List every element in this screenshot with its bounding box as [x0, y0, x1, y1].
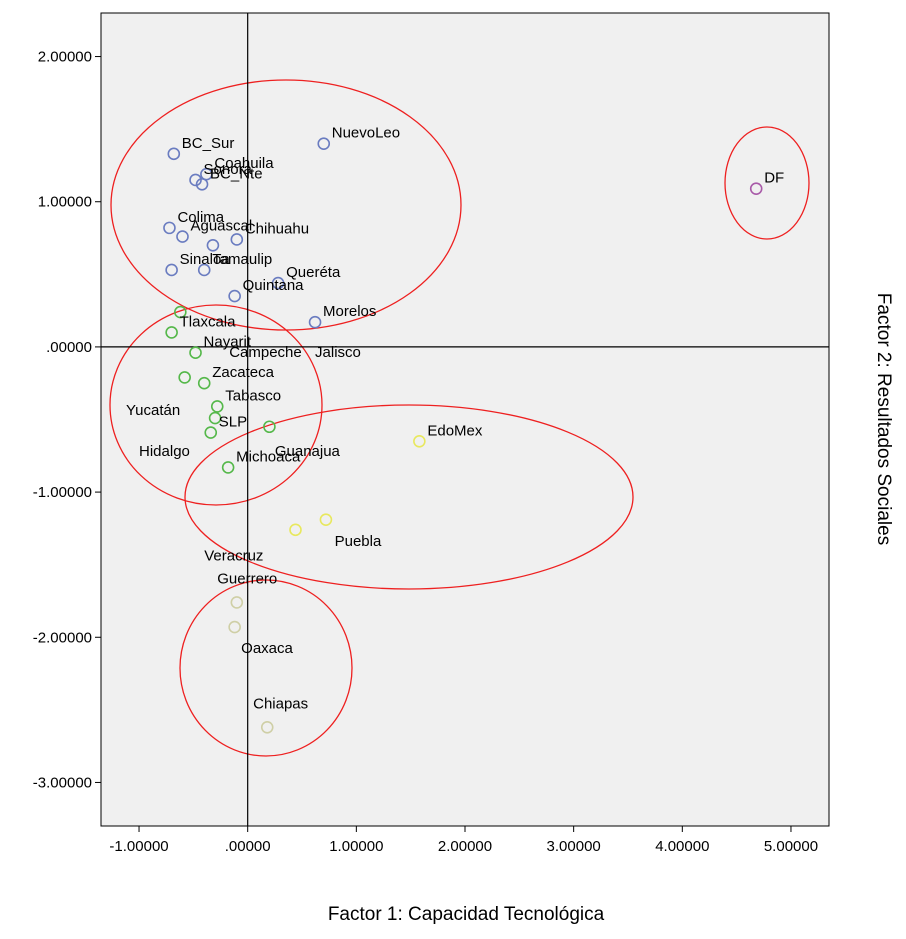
point-label: Chiapas: [253, 695, 308, 712]
point-label: Nayarit: [204, 334, 252, 351]
point-label: Jalisco: [315, 344, 361, 361]
point-label: Veracruz: [204, 547, 263, 564]
y-tick-label: 2.00000: [38, 49, 92, 66]
data-point: [200, 167, 213, 181]
point-label: Sonora: [204, 161, 253, 178]
point-label: Campeche: [229, 344, 302, 361]
point-label: Morelos: [323, 303, 376, 320]
point-label: EdoMex: [427, 422, 483, 439]
y-tick-label: .00000: [46, 339, 92, 356]
data-point: [206, 238, 220, 252]
data-point: [271, 276, 285, 290]
data-point: [319, 513, 333, 526]
x-tick-label: 4.00000: [655, 838, 709, 855]
data-point: [260, 720, 274, 734]
point-label: Queréta: [286, 264, 341, 281]
point-label: Tabasco: [225, 387, 281, 404]
data-point: [165, 326, 178, 339]
point-label: Puebla: [335, 533, 382, 550]
cluster-ellipse: [109, 304, 323, 506]
y-tick-label: -1.00000: [33, 484, 92, 501]
cluster-ellipse: [184, 404, 634, 590]
data-point: [221, 461, 235, 474]
cluster-ellipse: [179, 579, 353, 757]
data-point: [197, 376, 211, 390]
data-point: [167, 147, 181, 161]
x-axis-title: Factor 1: Capacidad Tecnológica: [328, 904, 605, 925]
data-point: [195, 178, 209, 191]
point-label: SLP: [219, 414, 247, 431]
point-label: Coahuila: [214, 155, 274, 172]
data-point: [210, 400, 224, 413]
point-label: Guanajua: [275, 443, 341, 460]
point-label: Zacateca: [212, 364, 274, 381]
point-label: Tlaxcala: [180, 313, 237, 330]
axis-ticks: -1.00000 .00000 1.00000 2.00000 3.00000 4.000…: [33, 49, 818, 855]
data-point: [228, 289, 241, 303]
data-point: [308, 315, 322, 329]
data-point: [317, 137, 331, 150]
data-point: [178, 371, 191, 384]
data-point: [189, 173, 202, 187]
point-label: DF: [764, 170, 784, 187]
point-label: Guerrero: [217, 571, 277, 588]
x-tick-label: .00000: [225, 838, 271, 855]
point-label: Sinaloa: [180, 251, 231, 268]
point-label: Tamaulip: [212, 251, 272, 268]
point-label: NuevoLeo: [332, 125, 400, 142]
point-label: Oaxaca: [241, 640, 293, 657]
data-point: [174, 305, 187, 319]
data-point: [204, 426, 218, 439]
data-point: [197, 263, 211, 277]
point-label: Quintana: [243, 277, 305, 294]
data-point: [228, 620, 241, 634]
point-label: Chihuahu: [245, 220, 309, 237]
reference-lines: [101, 13, 829, 826]
data-point: [413, 434, 426, 448]
x-tick-label: 5.00000: [764, 838, 818, 855]
x-tick-label: 2.00000: [438, 838, 492, 855]
y-tick-label: 1.00000: [38, 194, 92, 211]
data-point: [749, 182, 763, 195]
y-tick-label: -3.00000: [33, 774, 92, 791]
data-point: [163, 221, 176, 235]
point-label: Hidalgo: [139, 443, 190, 460]
point-label: BC_Nte: [210, 165, 263, 182]
data-point: [189, 346, 202, 360]
data-point: [208, 411, 222, 425]
cluster-ellipse: [724, 126, 810, 240]
data-point: [230, 233, 244, 246]
point-label: Michoaca: [236, 448, 301, 465]
cluster-ellipses: [109, 79, 810, 757]
point-label: Yucatán: [126, 402, 180, 419]
y-axis-title: Factor 2: Resultados Sociales: [873, 293, 894, 545]
y-tick-label: -2.00000: [33, 629, 92, 646]
point-label: BC_Sur: [182, 135, 235, 152]
data-point: [165, 263, 178, 277]
x-tick-label: 1.00000: [329, 838, 383, 855]
x-tick-label: 3.00000: [547, 838, 601, 855]
point-label: Aguascal: [190, 218, 252, 235]
data-points: [163, 137, 763, 734]
data-point: [176, 230, 189, 243]
data-point: [263, 420, 276, 434]
x-tick-label: -1.00000: [109, 838, 168, 855]
data-point: [289, 523, 302, 537]
point-label: Colima: [177, 209, 224, 226]
plot-area: [100, 12, 830, 827]
data-point: [230, 596, 244, 609]
